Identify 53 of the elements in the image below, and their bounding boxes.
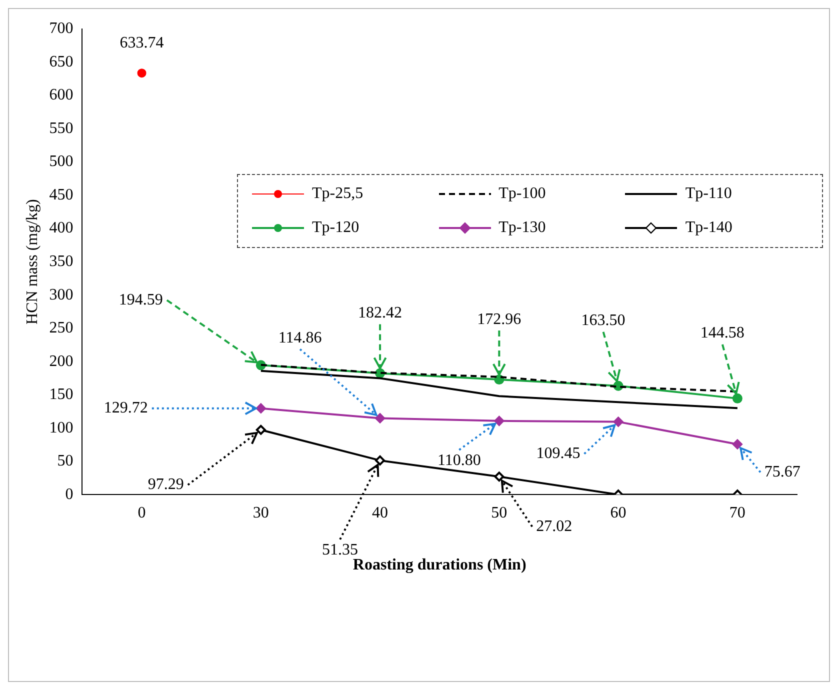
data-label: 633.74: [120, 34, 164, 52]
data-label: 194.59: [118, 291, 163, 308]
point: [494, 416, 504, 426]
y-tick-label: 100: [49, 419, 74, 436]
point: [137, 68, 146, 78]
data-label: 27.02: [536, 518, 572, 535]
data-label: 172.96: [477, 310, 522, 328]
data-label: 51.35: [322, 542, 358, 559]
legend-label: Tp-140: [685, 219, 732, 237]
x-tick-label: 50: [491, 504, 508, 522]
legend-label: Tp-120: [312, 219, 360, 237]
point: [256, 403, 266, 414]
data-label: 163.50: [581, 312, 626, 330]
y-tick-label: 400: [49, 220, 74, 237]
data-label: 114.86: [278, 329, 322, 346]
legend-label: Tp-100: [498, 185, 546, 203]
y-tick-label: 150: [49, 386, 74, 404]
data-label: 182.42: [358, 304, 402, 322]
data-label: 110.80: [437, 452, 481, 470]
y-tick-label: 650: [49, 53, 74, 70]
y-tick-label: 0: [65, 486, 74, 503]
point: [256, 424, 266, 435]
point: [732, 439, 742, 450]
legend-label: Tp-130: [498, 219, 546, 237]
data-label: 109.45: [536, 445, 580, 462]
point: [375, 413, 386, 424]
y-tick-label: 50: [57, 452, 74, 470]
legend-label: Tp-110: [685, 185, 732, 203]
point: [732, 393, 742, 404]
y-axis-title: HCN mass (mg/kg): [24, 199, 41, 324]
x-tick-label: 30: [252, 504, 269, 522]
x-tick-label: 70: [729, 504, 746, 522]
x-tick-label: 60: [610, 504, 626, 522]
x-axis-title: Roasting durations (Min): [352, 556, 526, 574]
x-tick-label: 40: [372, 504, 388, 522]
point: [375, 455, 386, 466]
y-tick-label: 600: [49, 86, 74, 104]
data-label: 129.72: [104, 400, 148, 417]
y-tick-label: 550: [49, 120, 74, 137]
y-tick-label: 450: [49, 186, 74, 204]
legend-label: Tp-25,5: [312, 185, 364, 203]
data-label: 75.67: [764, 463, 800, 480]
y-tick-label: 350: [49, 253, 74, 270]
point: [613, 416, 624, 427]
y-tick-label: 250: [49, 320, 74, 337]
point: [494, 472, 504, 482]
y-tick-label: 300: [49, 286, 74, 304]
y-tick-label: 700: [49, 20, 74, 38]
y-tick-label: 500: [49, 153, 74, 170]
x-tick-label: 0: [138, 504, 146, 522]
data-label: 97.29: [148, 476, 184, 494]
data-label: 144.58: [700, 324, 744, 342]
y-tick-label: 200: [49, 352, 74, 370]
